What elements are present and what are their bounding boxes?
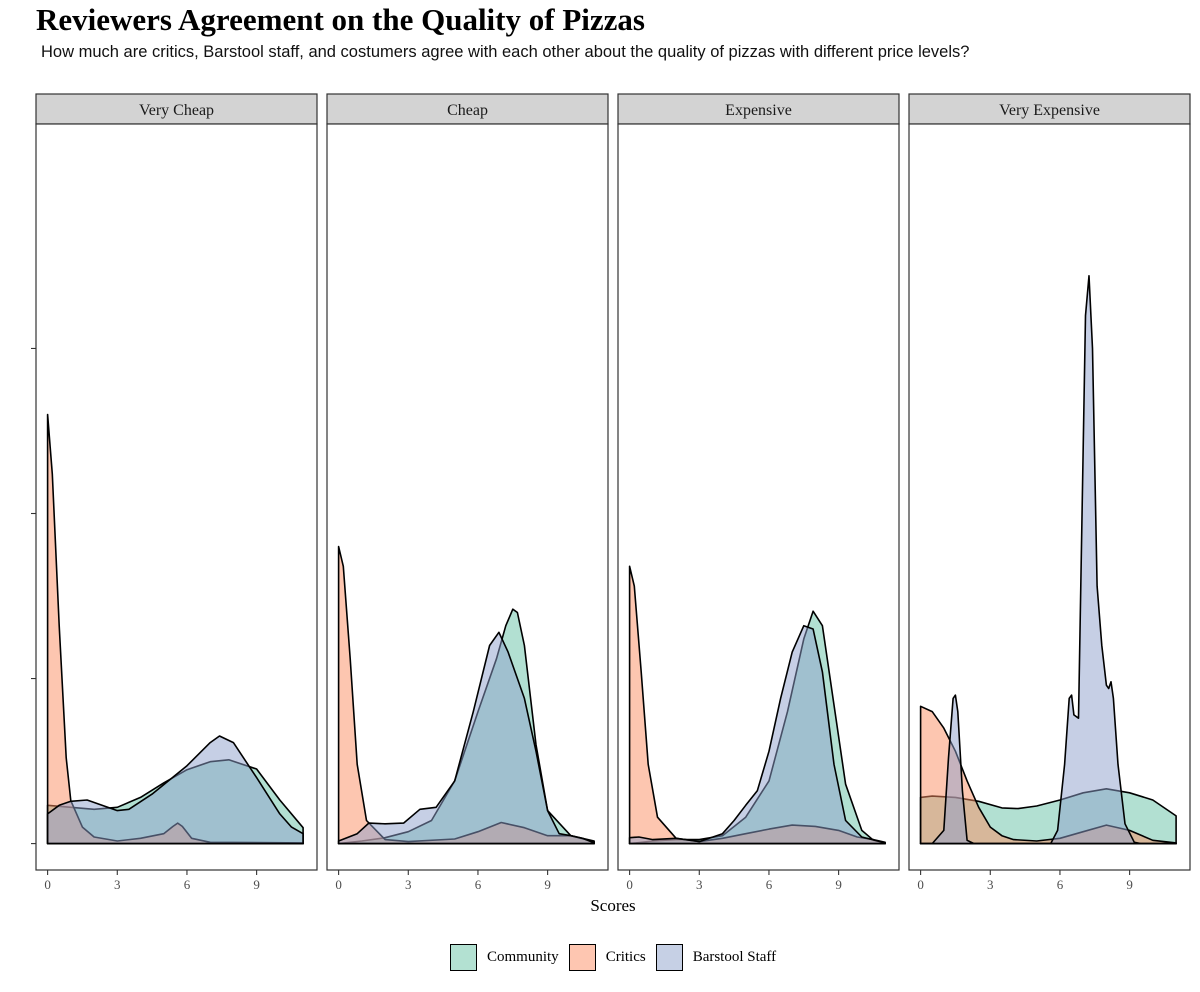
legend-label-critics: Critics [605, 948, 646, 965]
x-tick-label: 3 [987, 877, 994, 892]
x-tick-label: 6 [766, 877, 773, 892]
legend-key-critics [568, 943, 596, 971]
x-axis-title: Scores [590, 896, 635, 915]
legend-item-critics: Critics [568, 943, 646, 971]
legend-label-community: Community [487, 948, 559, 965]
x-tick-label: 3 [114, 877, 121, 892]
x-tick-label: 3 [696, 877, 703, 892]
panel-expensive: Expensive 0 3 6 9 [617, 93, 900, 892]
legend-key-community [450, 943, 477, 971]
panel-cheap: Cheap 0 3 6 9 [326, 93, 609, 892]
chart-subtitle: How much are critics, Barstool staff, an… [41, 43, 970, 61]
panel-border [35, 123, 318, 871]
facet-label: Very Expensive [999, 102, 1100, 119]
legend-key-barstool-staff [655, 943, 683, 971]
x-tick-label: 9 [835, 877, 842, 892]
facet-strip [326, 93, 609, 125]
x-tick-label: 9 [253, 877, 260, 892]
x-tick-label: 0 [44, 877, 51, 892]
x-tick-label: 0 [335, 877, 342, 892]
facet-strip [617, 93, 900, 125]
panel-very-expensive: Very Expensive 0 3 6 9 [908, 93, 1191, 892]
facet-strip [908, 93, 1191, 125]
legend: Community Critics Barstool Staff [450, 942, 786, 972]
x-tick-label: 0 [626, 877, 633, 892]
legend-item-barstool-staff: Barstool Staff [655, 943, 777, 971]
x-tick-label: 6 [1057, 877, 1064, 892]
density-barstool-staff [46, 735, 304, 845]
panel-very-cheap: Very Cheap 0 3 6 9 [35, 93, 318, 892]
chart-title: Reviewers Agreement on the Quality of Pi… [36, 2, 645, 37]
facet-label: Cheap [447, 102, 488, 119]
x-tick-label: 9 [1126, 877, 1133, 892]
density-barstool-staff [628, 624, 886, 845]
x-tick-label: 6 [475, 877, 482, 892]
facet-label: Very Cheap [139, 102, 214, 119]
x-tick-label: 6 [184, 877, 191, 892]
legend-label-barstool-staff: Barstool Staff [692, 948, 777, 965]
density-barstool-staff [919, 275, 1177, 845]
x-tick-label: 9 [544, 877, 551, 892]
facet-label: Expensive [725, 102, 792, 119]
panel-border [617, 123, 900, 871]
panel-border [908, 123, 1191, 871]
x-tick-label: 0 [917, 877, 924, 892]
density-barstool-staff [337, 631, 595, 845]
legend-item-community: Community [450, 943, 559, 971]
x-tick-label: 3 [405, 877, 412, 892]
